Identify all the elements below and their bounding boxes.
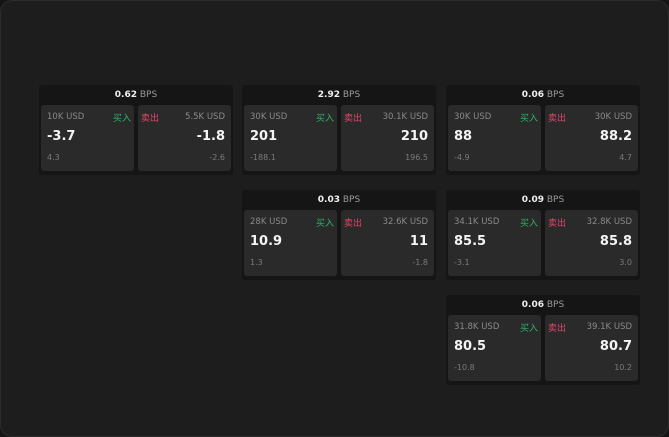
buy-price: 10.9 <box>250 234 283 249</box>
buy-price: 88 <box>454 129 473 144</box>
sell-label: 卖出 <box>344 114 363 124</box>
spread-unit: BPS <box>139 90 158 100</box>
sell-label: 卖出 <box>548 114 567 124</box>
buy-label: 买入 <box>519 219 538 229</box>
sell-panel[interactable]: 卖出 39.1K USD 80.7 10.2 <box>545 315 638 381</box>
quote-card: 0.06 BPS 31.8K USD 买入 80.5 -10.8 卖出 39.1… <box>446 295 640 385</box>
spread-value: 0.62 <box>114 90 137 100</box>
sell-panel[interactable]: 卖出 30.1K USD 210 196.5 <box>341 105 434 171</box>
sell-panel[interactable]: 卖出 30K USD 88.2 4.7 <box>545 105 638 171</box>
spread-value: 0.06 <box>521 90 544 100</box>
buy-change: 1.3 <box>250 258 263 267</box>
buy-label: 买入 <box>315 114 334 124</box>
quote-card: 0.03 BPS 28K USD 买入 10.9 1.3 卖出 32.6K US… <box>242 190 436 280</box>
sell-panel[interactable]: 卖出 32.8K USD 85.8 3.0 <box>545 210 638 276</box>
sell-change: 10.2 <box>614 363 632 372</box>
spread-unit: BPS <box>546 300 565 310</box>
buy-panel[interactable]: 31.8K USD 买入 80.5 -10.8 <box>448 315 541 381</box>
sell-change: 3.0 <box>619 258 632 267</box>
sell-label: 卖出 <box>548 219 567 229</box>
spread-value: 0.09 <box>521 195 544 205</box>
quote-card: 0.62 BPS 10K USD 买入 -3.7 4.3 卖出 5.5K USD… <box>39 85 233 175</box>
spread-header: 0.06 BPS <box>446 295 640 315</box>
quote-card: 0.06 BPS 30K USD 买入 88 -4.9 卖出 30K USD 8… <box>446 85 640 175</box>
buy-change: -10.8 <box>454 363 475 372</box>
sell-label: 卖出 <box>141 114 160 124</box>
sell-change: 4.7 <box>619 153 632 162</box>
sell-label: 卖出 <box>548 324 567 334</box>
spread-value: 0.06 <box>521 300 544 310</box>
spread-header: 0.03 BPS <box>242 190 436 210</box>
quote-card: 2.92 BPS 30K USD 买入 201 -188.1 卖出 30.1K … <box>242 85 436 175</box>
sell-price: -1.8 <box>196 129 225 144</box>
sell-change: 196.5 <box>405 153 428 162</box>
spread-unit: BPS <box>546 195 565 205</box>
sell-price: 85.8 <box>599 234 632 249</box>
sell-amount: 5.5K USD <box>185 112 225 122</box>
buy-label: 买入 <box>519 324 538 334</box>
buy-amount: 34.1K USD <box>454 217 500 227</box>
buy-panel[interactable]: 10K USD 买入 -3.7 4.3 <box>41 105 134 171</box>
buy-panel[interactable]: 30K USD 买入 88 -4.9 <box>448 105 541 171</box>
sell-amount: 39.1K USD <box>586 322 632 332</box>
sell-amount: 30K USD <box>594 112 632 122</box>
spread-unit: BPS <box>342 195 361 205</box>
buy-change: -4.9 <box>454 153 470 162</box>
buy-change: -3.1 <box>454 258 470 267</box>
buy-label: 买入 <box>112 114 131 124</box>
spread-header: 0.06 BPS <box>446 85 640 105</box>
spread-header: 0.62 BPS <box>39 85 233 105</box>
buy-amount: 31.8K USD <box>454 322 500 332</box>
buy-amount: 28K USD <box>250 217 288 227</box>
sell-change: -1.8 <box>412 258 428 267</box>
sell-price: 88.2 <box>599 129 632 144</box>
spread-header: 2.92 BPS <box>242 85 436 105</box>
sell-label: 卖出 <box>344 219 363 229</box>
sell-amount: 32.6K USD <box>382 217 428 227</box>
sell-amount: 32.8K USD <box>586 217 632 227</box>
buy-label: 买入 <box>519 114 538 124</box>
buy-price: 85.5 <box>454 234 487 249</box>
buy-price: 201 <box>250 129 278 144</box>
buy-panel[interactable]: 28K USD 买入 10.9 1.3 <box>244 210 337 276</box>
buy-label: 买入 <box>315 219 334 229</box>
sell-panel[interactable]: 卖出 5.5K USD -1.8 -2.6 <box>138 105 231 171</box>
buy-amount: 30K USD <box>454 112 492 122</box>
buy-panel[interactable]: 34.1K USD 买入 85.5 -3.1 <box>448 210 541 276</box>
sell-price: 80.7 <box>599 339 632 354</box>
buy-change: -188.1 <box>250 153 276 162</box>
sell-price: 210 <box>400 129 428 144</box>
buy-price: -3.7 <box>47 129 76 144</box>
sell-price: 11 <box>409 234 428 249</box>
spread-unit: BPS <box>342 90 361 100</box>
spread-unit: BPS <box>546 90 565 100</box>
buy-panel[interactable]: 30K USD 买入 201 -188.1 <box>244 105 337 171</box>
spread-value: 2.92 <box>317 90 340 100</box>
buy-amount: 30K USD <box>250 112 288 122</box>
buy-price: 80.5 <box>454 339 487 354</box>
spread-header: 0.09 BPS <box>446 190 640 210</box>
buy-change: 4.3 <box>47 153 60 162</box>
buy-amount: 10K USD <box>47 112 85 122</box>
sell-change: -2.6 <box>209 153 225 162</box>
sell-panel[interactable]: 卖出 32.6K USD 11 -1.8 <box>341 210 434 276</box>
sell-amount: 30.1K USD <box>382 112 428 122</box>
spread-value: 0.03 <box>317 195 340 205</box>
quote-card: 0.09 BPS 34.1K USD 买入 85.5 -3.1 卖出 32.8K… <box>446 190 640 280</box>
